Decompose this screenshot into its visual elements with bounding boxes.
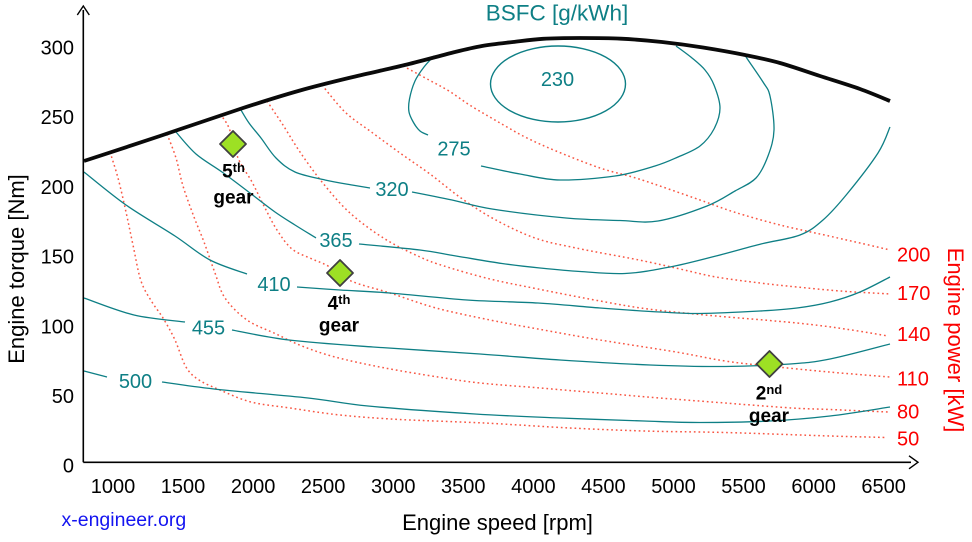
svg-text:140: 140 [897,324,930,346]
svg-text:2500: 2500 [301,476,346,498]
svg-text:100: 100 [41,316,74,338]
svg-text:BSFC [g/kWh]: BSFC [g/kWh] [486,1,629,26]
svg-text:0: 0 [63,456,74,478]
svg-text:3000: 3000 [371,476,416,498]
svg-text:2000: 2000 [231,476,276,498]
svg-text:6000: 6000 [791,476,836,498]
svg-text:Engine power [kW]: Engine power [kW] [943,248,968,433]
svg-text:3500: 3500 [441,476,486,498]
svg-text:5500: 5500 [721,476,766,498]
svg-text:500: 500 [119,371,152,393]
svg-text:275: 275 [437,139,470,161]
svg-text:80: 80 [897,402,919,424]
svg-text:110: 110 [897,369,929,391]
svg-text:gear: gear [749,406,790,427]
svg-text:230: 230 [541,69,574,91]
svg-text:50: 50 [897,429,919,451]
svg-text:150: 150 [41,247,74,269]
svg-text:4000: 4000 [511,476,556,498]
svg-text:170: 170 [897,283,930,305]
svg-text:300: 300 [41,38,74,60]
svg-text:4500: 4500 [581,476,626,498]
svg-text:1500: 1500 [161,476,206,498]
svg-text:gear: gear [319,316,360,337]
svg-text:410: 410 [257,274,290,296]
svg-text:365: 365 [319,230,352,252]
svg-text:x-engineer.org: x-engineer.org [62,509,187,531]
svg-text:455: 455 [192,318,225,340]
svg-text:50: 50 [52,386,74,408]
svg-text:5th: 5th [222,160,245,183]
svg-text:6500: 6500 [861,476,906,498]
svg-text:250: 250 [41,107,74,129]
svg-text:1000: 1000 [91,476,136,498]
svg-text:Engine torque [Nm]: Engine torque [Nm] [4,174,29,364]
svg-text:5000: 5000 [651,476,696,498]
svg-text:320: 320 [375,179,408,201]
svg-text:200: 200 [41,177,74,199]
svg-text:Engine speed [rpm]: Engine speed [rpm] [402,510,593,535]
svg-text:200: 200 [897,245,930,267]
svg-text:gear: gear [213,187,254,208]
